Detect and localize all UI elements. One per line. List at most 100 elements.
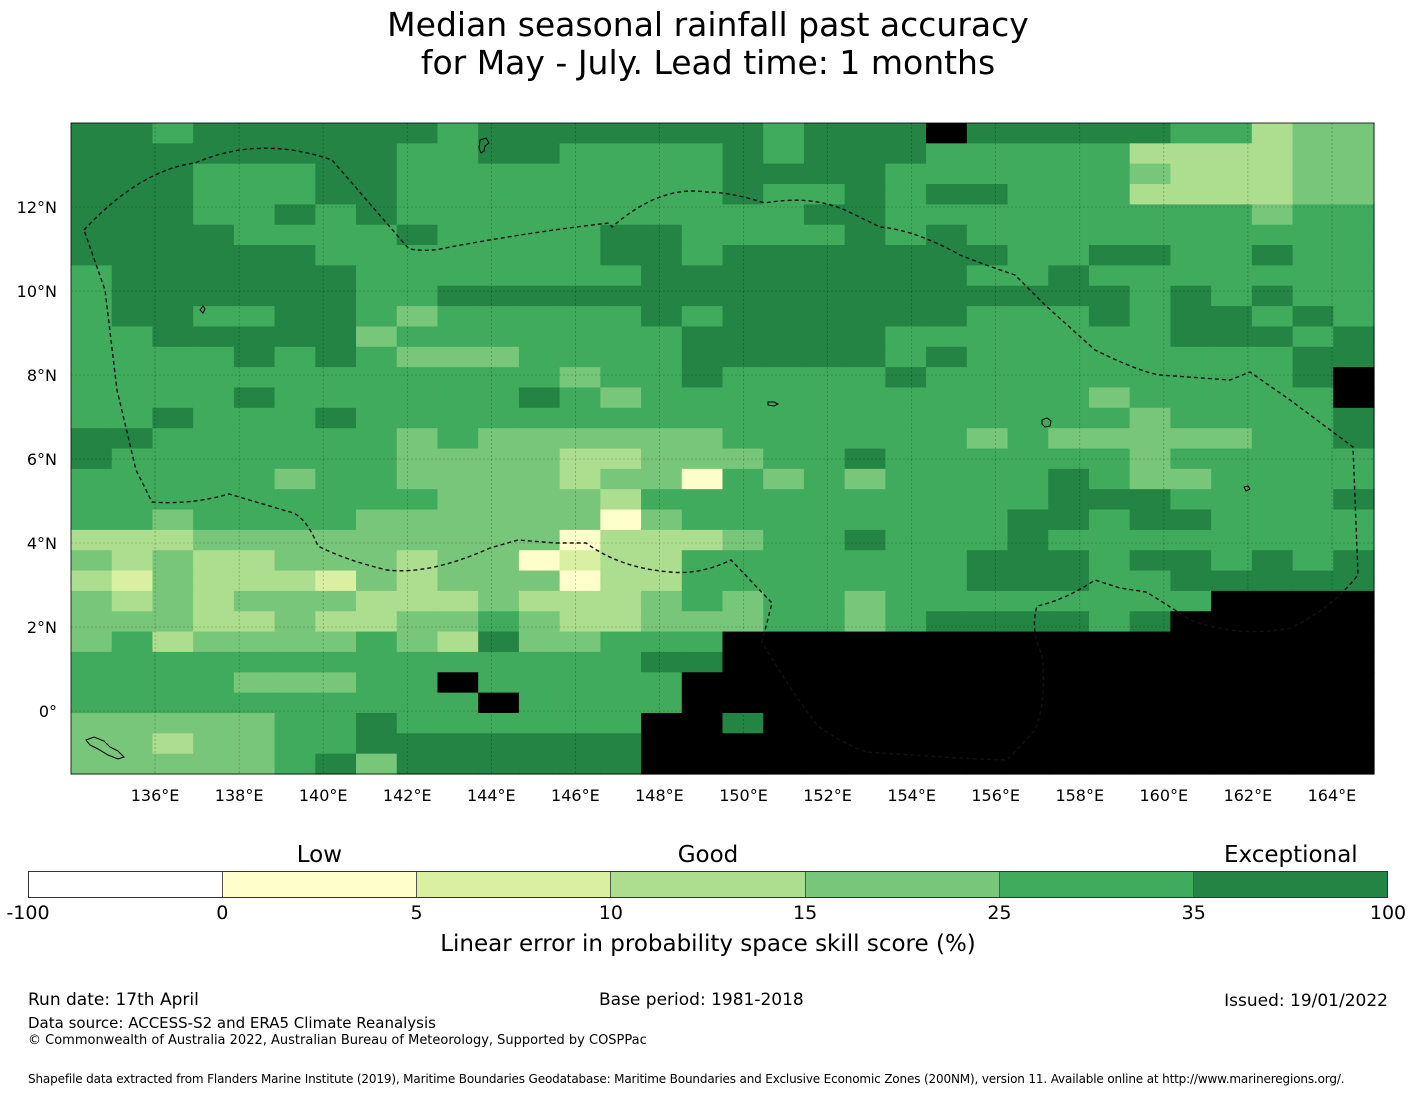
grid-cell [926, 265, 968, 287]
grid-cell [478, 611, 520, 633]
grid-cell [926, 590, 968, 612]
grid-cell [559, 448, 601, 470]
grid-cell [1048, 590, 1090, 612]
grid-cell [396, 489, 439, 511]
grid-cell [396, 184, 439, 205]
grid-cell [1007, 529, 1049, 551]
map-frame [70, 122, 1375, 775]
grid-cell [1170, 285, 1212, 307]
grid-cell [641, 489, 683, 511]
grid-cell [1170, 224, 1212, 246]
grid-cell [559, 123, 601, 144]
grid-cell [315, 346, 357, 368]
grid-cell [1251, 143, 1294, 165]
grid-cell [111, 163, 154, 185]
grid-cell [315, 428, 357, 450]
grid-cell [71, 550, 113, 572]
grid-cell [722, 123, 764, 144]
grid-cell [71, 672, 113, 694]
grid-cell [315, 529, 357, 551]
grid-cell [1292, 326, 1334, 348]
grid-cell [396, 326, 439, 348]
grid-cell [1129, 733, 1172, 755]
grid-cell [1088, 590, 1131, 612]
grid-cell [356, 448, 398, 470]
grid-cell [274, 692, 316, 714]
grid-cell [559, 407, 601, 429]
grid-cell [763, 245, 805, 266]
issued-date: Issued: 19/01/2022 [1224, 991, 1388, 1011]
grid-cell [1170, 550, 1212, 572]
grid-cell [1129, 326, 1172, 348]
grid-cell [885, 306, 927, 328]
grid-cell [600, 550, 642, 572]
grid-cell [1170, 184, 1212, 205]
grid-cell [722, 753, 764, 775]
grid-cell [926, 346, 968, 368]
grid-cell [518, 346, 561, 368]
island-guam [478, 137, 490, 154]
grid-cell [1129, 367, 1172, 389]
grid-cell [1007, 611, 1049, 633]
grid-cell [1007, 224, 1049, 246]
grid-cell [152, 184, 194, 205]
grid-cell [722, 733, 764, 755]
grid-cell [71, 306, 113, 328]
grid-cell [152, 733, 194, 755]
grid-cell [1211, 285, 1253, 307]
grid-cell [437, 346, 479, 368]
grid-cell [600, 285, 642, 307]
latitude-label: 12°N [17, 198, 57, 217]
grid-cell [1170, 529, 1212, 551]
grid-cell [315, 204, 357, 226]
grid-cell [1088, 448, 1131, 470]
grid-cell [1048, 428, 1090, 450]
eez-boundary-line [83, 147, 1359, 761]
grid-cell [803, 326, 846, 348]
grid-cell [1170, 509, 1212, 531]
grid-cell [885, 712, 927, 734]
grid-cell [600, 204, 642, 226]
grid-cell [193, 428, 235, 450]
grid-cell [641, 407, 683, 429]
grid-cell [1088, 285, 1131, 307]
grid-cell [641, 326, 683, 348]
grid-cell [193, 184, 235, 205]
grid-cell [600, 387, 642, 409]
grid-cell [1211, 712, 1253, 734]
grid-cell [803, 468, 846, 490]
grid-cell [274, 163, 316, 185]
grid-cell [71, 387, 113, 409]
grid-cell [356, 163, 398, 185]
grid-cell [722, 529, 764, 551]
grid-cell [641, 590, 683, 612]
grid-cell [722, 692, 764, 714]
longitude-label: 138°E [215, 786, 264, 805]
grid-cell [885, 590, 927, 612]
grid-cell [274, 672, 316, 694]
grid-cell [966, 712, 1009, 734]
grid-cell [926, 367, 968, 389]
grid-cell [600, 733, 642, 755]
grid-cell [1292, 306, 1334, 328]
grid-cell [274, 407, 316, 429]
grid-cell [1129, 692, 1172, 714]
grid-cell [356, 489, 398, 511]
grid-cell [763, 692, 805, 714]
grid-cell [844, 123, 886, 144]
grid-cell [926, 631, 968, 653]
grid-cell [722, 407, 764, 429]
grid-cell [274, 184, 316, 205]
grid-cell [1333, 204, 1375, 226]
grid-cell [478, 407, 520, 429]
grid-cell [1211, 468, 1253, 490]
grid-cell [193, 163, 235, 185]
grid-cell [1211, 204, 1253, 226]
grid-cell [844, 387, 886, 409]
grid-cell [152, 306, 194, 328]
grid-cell [722, 428, 764, 450]
grid-cell [722, 489, 764, 511]
grid-cell [641, 672, 683, 694]
grid-cell [1007, 346, 1049, 368]
grid-cell [1088, 306, 1131, 328]
